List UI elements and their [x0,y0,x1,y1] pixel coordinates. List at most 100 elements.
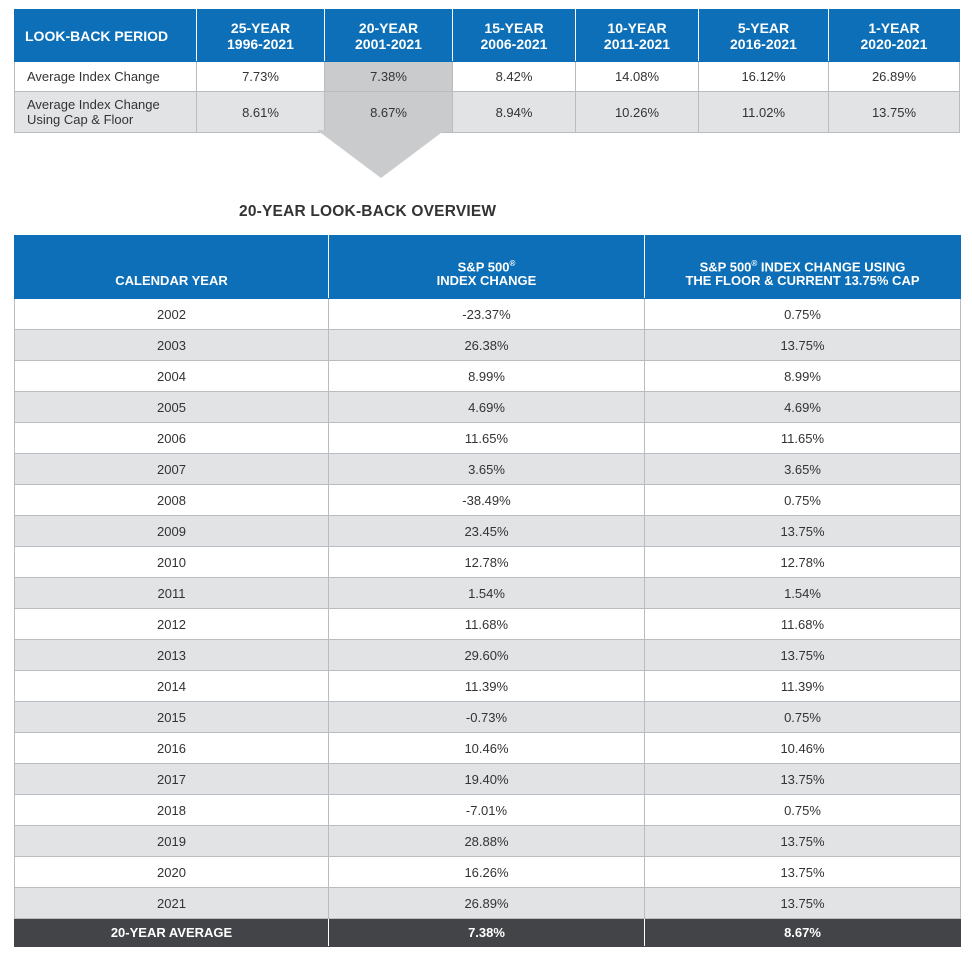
cell-change: 11.68% [328,608,645,640]
table-row: 2010 12.78% 12.78% [14,546,961,578]
table-cell: 11.02% [698,91,829,133]
lookback-header-period: 15-YEAR 2006-2021 [452,9,576,62]
cell-change: 8.99% [328,360,645,392]
cell-change: 4.69% [328,391,645,423]
cell-capped: 12.78% [644,546,961,578]
cell-capped: 13.75% [644,329,961,361]
cell-change: 23.45% [328,515,645,547]
cell-change: 3.65% [328,453,645,485]
cell-year: 2002 [14,298,329,330]
highlighted-cell: 7.38% [324,61,453,92]
cell-year: 2012 [14,608,329,640]
cell-capped: 13.75% [644,887,961,919]
cell-change: -0.73% [328,701,645,733]
col-header-change: S&P 500® INDEX CHANGE [328,235,645,299]
average-capped: 8.67% [644,918,961,947]
cell-year: 2007 [14,453,329,485]
cell-change: -23.37% [328,298,645,330]
table-cell: 8.61% [196,91,325,133]
col-header-year: CALENDAR YEAR [14,235,329,299]
cell-change: 11.39% [328,670,645,702]
cell-capped: 13.75% [644,639,961,671]
table-row: 2015 -0.73% 0.75% [14,701,961,733]
table-cell: 26.89% [828,61,960,92]
cell-capped: 11.39% [644,670,961,702]
cell-year: 2014 [14,670,329,702]
cell-capped: 13.75% [644,515,961,547]
table-row: 2007 3.65% 3.65% [14,453,961,485]
lookback-header-period: 1-YEAR 2020-2021 [828,9,960,62]
cell-year: 2004 [14,360,329,392]
cell-year: 2008 [14,484,329,516]
table-cell: 16.12% [698,61,829,92]
cell-capped: 0.75% [644,298,961,330]
table-row: 2006 11.65% 11.65% [14,422,961,454]
cell-capped: 11.65% [644,422,961,454]
row-label: Average Index Change Using Cap & Floor [14,91,197,133]
row-label: Average Index Change [14,61,197,92]
cell-capped: 10.46% [644,732,961,764]
cell-capped: 0.75% [644,484,961,516]
cell-year: 2005 [14,391,329,423]
overview-table: CALENDAR YEAR S&P 500® INDEX CHANGE S&P 5… [14,235,961,947]
cell-year: 2018 [14,794,329,826]
average-change: 7.38% [328,918,645,947]
cell-change: -7.01% [328,794,645,826]
table-cell: 7.73% [196,61,325,92]
table-row: 2019 28.88% 13.75% [14,825,961,857]
cell-capped: 4.69% [644,391,961,423]
table-row: 2002 -23.37% 0.75% [14,298,961,330]
cell-capped: 11.68% [644,608,961,640]
table-row: 2020 16.26% 13.75% [14,856,961,888]
cell-change: 10.46% [328,732,645,764]
table-row: 2003 26.38% 13.75% [14,329,961,361]
table-cell: 8.42% [452,61,576,92]
table-cell: 13.75% [828,91,960,133]
highlighted-cell: 8.67% [324,91,453,133]
cell-year: 2006 [14,422,329,454]
cell-year: 2016 [14,732,329,764]
table-row: 2016 10.46% 10.46% [14,732,961,764]
cell-change: 29.60% [328,639,645,671]
table-cell: 10.26% [575,91,699,133]
cell-capped: 13.75% [644,763,961,795]
cell-year: 2021 [14,887,329,919]
table-row: 2017 19.40% 13.75% [14,763,961,795]
average-row: 20-YEAR AVERAGE 7.38% 8.67% [14,918,961,947]
pointer-arrow-icon [317,130,445,178]
cell-year: 2015 [14,701,329,733]
cell-change: 16.26% [328,856,645,888]
table-row: 2013 29.60% 13.75% [14,639,961,671]
cell-change: 28.88% [328,825,645,857]
cell-year: 2017 [14,763,329,795]
lookback-header-period: 5-YEAR 2016-2021 [698,9,829,62]
table-row: Average Index Change 7.73% 7.38% 8.42% 1… [14,61,960,92]
lookback-header-period: 25-YEAR 1996-2021 [196,9,325,62]
table-row: Average Index Change Using Cap & Floor 8.… [14,91,960,133]
cell-change: 19.40% [328,763,645,795]
table-row: 2014 11.39% 11.39% [14,670,961,702]
cell-year: 2020 [14,856,329,888]
table-cell: 14.08% [575,61,699,92]
lookback-header-label: LOOK-BACK PERIOD [14,9,197,62]
cell-change: 11.65% [328,422,645,454]
table-cell: 8.94% [452,91,576,133]
table-row: 2008 -38.49% 0.75% [14,484,961,516]
cell-capped: 0.75% [644,794,961,826]
cell-capped: 13.75% [644,856,961,888]
cell-change: 12.78% [328,546,645,578]
cell-change: 1.54% [328,577,645,609]
cell-year: 2013 [14,639,329,671]
table-row: 2009 23.45% 13.75% [14,515,961,547]
overview-title: 20-YEAR LOOK-BACK OVERVIEW [239,203,497,220]
table-row: 2005 4.69% 4.69% [14,391,961,423]
cell-capped: 1.54% [644,577,961,609]
average-label: 20-YEAR AVERAGE [14,918,329,947]
cell-capped: 0.75% [644,701,961,733]
table-row: 2021 26.89% 13.75% [14,887,961,919]
cell-year: 2009 [14,515,329,547]
table-row: 2018 -7.01% 0.75% [14,794,961,826]
table-row: 2012 11.68% 11.68% [14,608,961,640]
cell-year: 2010 [14,546,329,578]
cell-capped: 3.65% [644,453,961,485]
